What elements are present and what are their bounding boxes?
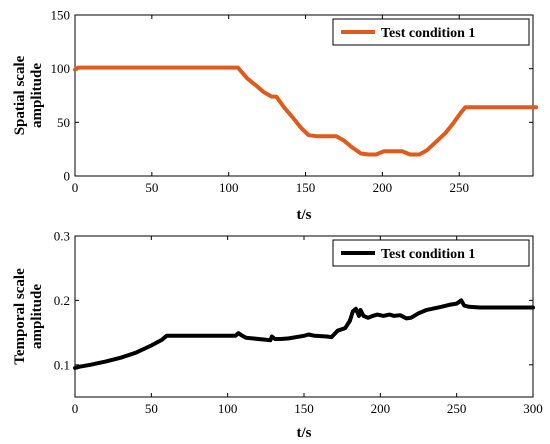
y-axis-label: Temporal scaleamplitude	[12, 268, 45, 365]
x-tick-label: 150	[294, 401, 314, 416]
plot-area	[74, 14, 534, 177]
y-tick-label: 150	[51, 8, 71, 23]
x-tick-label: 200	[371, 401, 391, 416]
y-axis-label-line: amplitude	[29, 63, 45, 128]
y-tick-label: 100	[51, 61, 71, 76]
y-axis-label-line: Temporal scale	[12, 268, 28, 365]
x-axis-label: t/s	[297, 425, 312, 441]
legend-label: Test condition 1	[381, 247, 475, 262]
x-tick-label: 50	[145, 180, 158, 195]
x-tick-label: 150	[296, 180, 316, 195]
spatial-scale-chart: 0 50 100 150 200 250 0 50 100 150 Test condition 1…	[12, 8, 539, 223]
temporal-scale-chart: 0 50 100 150 200 250 300 0.1 0.2 0.3 Test conditio…	[12, 229, 543, 442]
series-line	[73, 298, 535, 370]
y-tick-label: 0.2	[54, 293, 70, 308]
legend-label: Test condition 1	[381, 26, 475, 41]
x-tick-label: 300	[523, 401, 543, 416]
x-tick-label: 0	[72, 401, 79, 416]
y-axis-label-line: amplitude	[29, 284, 45, 349]
y-tick-label: 50	[57, 115, 70, 130]
y-tick-label: 0	[64, 169, 71, 184]
x-tick-label: 250	[447, 401, 467, 416]
y-tick-label: 0.1	[54, 357, 70, 372]
x-tick-label: 0	[72, 180, 79, 195]
x-tick-label: 50	[145, 401, 158, 416]
x-tick-label: 250	[449, 180, 469, 195]
series-line	[73, 65, 539, 157]
x-tick-label: 100	[219, 180, 239, 195]
y-axis-label: Spatial scaleamplitude	[12, 55, 45, 135]
x-tick-label: 100	[218, 401, 238, 416]
y-tick-label: 0.3	[54, 229, 70, 244]
x-axis-label: t/s	[297, 207, 312, 223]
y-axis-label-line: Spatial scale	[12, 55, 28, 135]
x-tick-label: 200	[373, 180, 393, 195]
